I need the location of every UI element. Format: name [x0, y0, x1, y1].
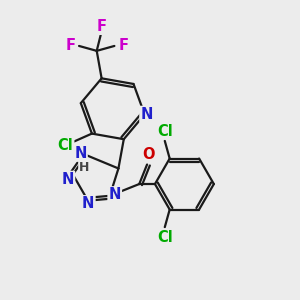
- Text: Cl: Cl: [58, 138, 73, 153]
- Text: F: F: [97, 19, 106, 34]
- Text: N: N: [140, 107, 153, 122]
- Text: Cl: Cl: [157, 230, 172, 244]
- Text: N: N: [82, 196, 94, 211]
- Text: N: N: [62, 172, 74, 187]
- Text: N: N: [74, 146, 87, 161]
- Text: Cl: Cl: [157, 124, 172, 139]
- Text: F: F: [65, 38, 75, 53]
- Text: N: N: [109, 187, 121, 202]
- Text: O: O: [142, 147, 154, 162]
- Text: H: H: [79, 161, 90, 174]
- Text: F: F: [118, 38, 128, 53]
